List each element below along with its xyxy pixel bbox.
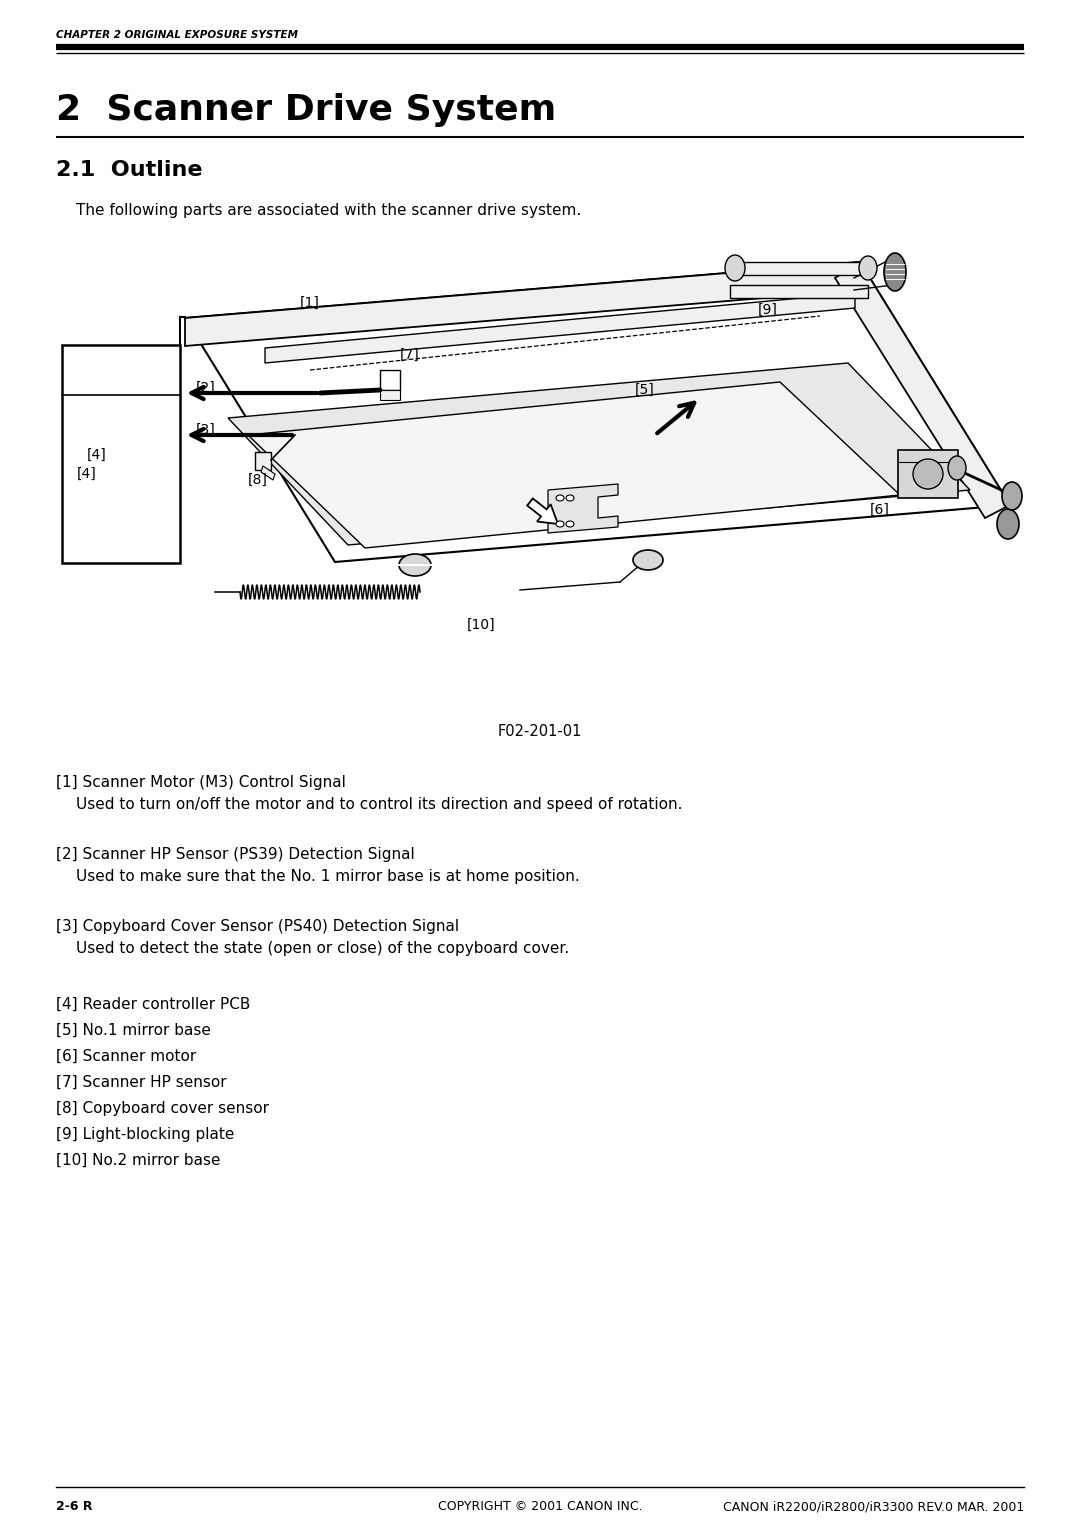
Polygon shape <box>185 261 1010 563</box>
Text: [7]: [7] <box>400 349 420 362</box>
Text: [6] Scanner motor: [6] Scanner motor <box>56 1049 197 1064</box>
Bar <box>62 346 180 563</box>
Polygon shape <box>248 382 900 547</box>
Ellipse shape <box>1002 482 1022 511</box>
Ellipse shape <box>556 495 564 502</box>
Text: [3]: [3] <box>195 424 216 437</box>
Ellipse shape <box>885 252 906 291</box>
Text: [2] Scanner HP Sensor (PS39) Detection Signal: [2] Scanner HP Sensor (PS39) Detection S… <box>56 847 415 862</box>
Polygon shape <box>185 261 860 346</box>
Text: [9] Light-blocking plate: [9] Light-blocking plate <box>56 1127 234 1142</box>
Bar <box>897 450 958 498</box>
Text: 2-6 R: 2-6 R <box>56 1500 93 1514</box>
Text: The following parts are associated with the scanner drive system.: The following parts are associated with … <box>76 203 581 219</box>
Text: [4] Reader controller PCB: [4] Reader controller PCB <box>56 997 251 1012</box>
Ellipse shape <box>566 495 573 502</box>
Text: [9]: [9] <box>758 303 778 317</box>
Text: Used to make sure that the No. 1 mirror base is at home position.: Used to make sure that the No. 1 mirror … <box>76 868 580 884</box>
Text: [2]: [2] <box>195 381 216 394</box>
Text: CANON iR2200/iR2800/iR3300 REV.0 MAR. 2001: CANON iR2200/iR2800/iR3300 REV.0 MAR. 20… <box>723 1500 1024 1514</box>
Bar <box>380 390 400 401</box>
Text: 2.1  Outline: 2.1 Outline <box>56 161 203 180</box>
Ellipse shape <box>859 255 877 280</box>
Ellipse shape <box>633 550 663 570</box>
Text: [8]: [8] <box>248 472 268 488</box>
Text: [1] Scanner Motor (M3) Control Signal: [1] Scanner Motor (M3) Control Signal <box>56 775 346 790</box>
Polygon shape <box>228 362 970 544</box>
Text: Used to turn on/off the motor and to control its direction and speed of rotation: Used to turn on/off the motor and to con… <box>76 797 683 812</box>
Text: CHAPTER 2 ORIGINAL EXPOSURE SYSTEM: CHAPTER 2 ORIGINAL EXPOSURE SYSTEM <box>56 31 298 40</box>
Text: [7] Scanner HP sensor: [7] Scanner HP sensor <box>56 1075 227 1090</box>
Text: [10] No.2 mirror base: [10] No.2 mirror base <box>56 1153 220 1168</box>
Ellipse shape <box>566 521 573 528</box>
Text: Used to detect the state (open or close) of the copyboard cover.: Used to detect the state (open or close)… <box>76 940 569 956</box>
Polygon shape <box>265 294 855 362</box>
Text: [4]: [4] <box>77 466 97 482</box>
Text: F02-201-01: F02-201-01 <box>498 725 582 739</box>
Text: COPYRIGHT © 2001 CANON INC.: COPYRIGHT © 2001 CANON INC. <box>437 1500 643 1514</box>
Ellipse shape <box>948 456 966 480</box>
Text: [3] Copyboard Cover Sensor (PS40) Detection Signal: [3] Copyboard Cover Sensor (PS40) Detect… <box>56 919 459 934</box>
Bar <box>255 453 271 469</box>
Text: [6]: [6] <box>870 503 890 517</box>
Text: [5]: [5] <box>635 382 654 398</box>
Bar <box>380 370 400 390</box>
Text: [8] Copyboard cover sensor: [8] Copyboard cover sensor <box>56 1101 269 1116</box>
Text: [5] No.1 mirror base: [5] No.1 mirror base <box>56 1023 211 1038</box>
Polygon shape <box>835 261 1010 518</box>
Polygon shape <box>730 284 868 298</box>
Ellipse shape <box>556 521 564 528</box>
Polygon shape <box>730 261 870 275</box>
Ellipse shape <box>399 553 431 576</box>
Polygon shape <box>261 466 275 480</box>
FancyArrow shape <box>527 498 558 524</box>
Text: [10]: [10] <box>467 618 496 631</box>
Ellipse shape <box>913 459 943 489</box>
Text: 2  Scanner Drive System: 2 Scanner Drive System <box>56 93 556 127</box>
Ellipse shape <box>997 509 1020 540</box>
Text: [4]: [4] <box>87 448 107 462</box>
Text: [1]: [1] <box>300 297 320 310</box>
Ellipse shape <box>725 255 745 281</box>
Polygon shape <box>548 485 618 534</box>
